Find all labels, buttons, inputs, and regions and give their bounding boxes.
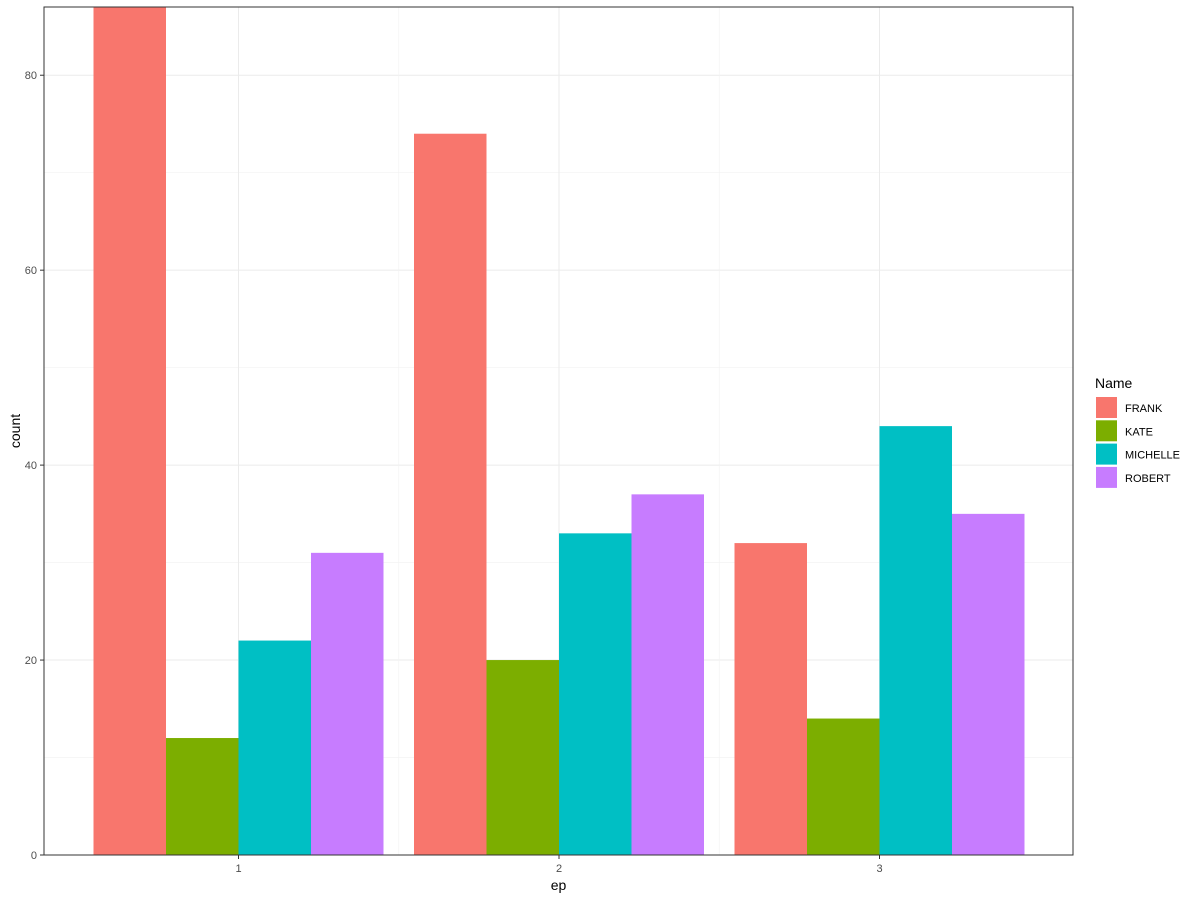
y-tick-label: 80 xyxy=(25,70,37,82)
x-tick-label: 2 xyxy=(556,863,562,875)
bar-frank-ep-2 xyxy=(414,133,487,855)
bar-kate-ep-1 xyxy=(166,738,239,855)
legend-key-kate xyxy=(1096,420,1117,442)
bar-frank-ep-1 xyxy=(93,7,166,855)
bar-kate-ep-2 xyxy=(486,660,559,855)
y-axis-title: count xyxy=(7,414,23,448)
x-axis: 1 2 3 xyxy=(235,855,883,875)
legend-key-michelle xyxy=(1096,443,1117,465)
x-tick-label: 1 xyxy=(235,863,241,875)
y-tick-label: 60 xyxy=(25,265,37,277)
bar-michelle-ep-1 xyxy=(238,640,311,855)
legend-key-frank xyxy=(1096,397,1117,418)
legend: Name FRANK KATE MICHELLE ROBERT xyxy=(1095,375,1180,488)
bar-michelle-ep-3 xyxy=(879,426,952,855)
legend-label-kate: KATE xyxy=(1125,426,1153,438)
bar-robert-ep-3 xyxy=(952,513,1025,855)
y-tick-label: 40 xyxy=(25,460,37,472)
x-tick-label: 3 xyxy=(876,863,882,875)
legend-label-robert: ROBERT xyxy=(1125,473,1171,485)
legend-key-robert xyxy=(1096,466,1117,488)
bar-frank-ep-3 xyxy=(734,543,807,855)
bars-layer xyxy=(93,7,1025,855)
x-axis-title: ep xyxy=(551,877,567,893)
bar-robert-ep-2 xyxy=(631,494,704,855)
bar-kate-ep-3 xyxy=(807,718,880,855)
legend-label-frank: FRANK xyxy=(1125,403,1163,415)
y-tick-label: 0 xyxy=(31,850,37,862)
y-tick-label: 20 xyxy=(25,655,37,667)
legend-title: Name xyxy=(1095,375,1133,391)
bar-michelle-ep-2 xyxy=(559,533,632,855)
legend-label-michelle: MICHELLE xyxy=(1125,450,1180,462)
y-axis: 0 20 40 60 80 xyxy=(25,70,44,862)
bar-robert-ep-1 xyxy=(311,552,384,855)
